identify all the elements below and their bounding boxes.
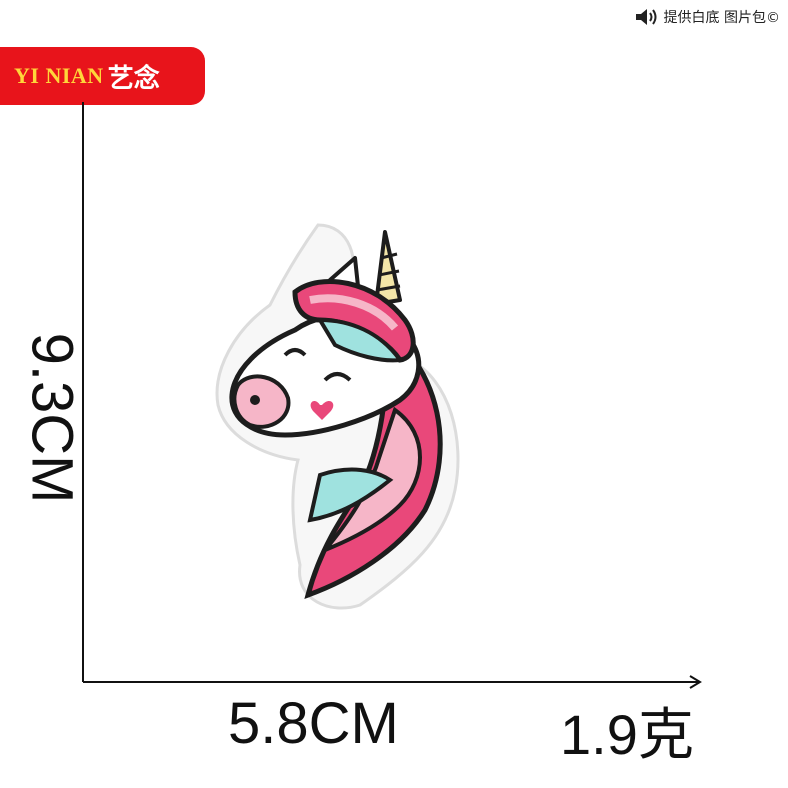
width-label: 5.8CM [228,691,399,756]
horn [374,230,402,306]
heart-cheek [310,401,334,420]
speaker-icon [635,9,657,25]
weight-label: 1.9克 [560,703,694,766]
watermark-text: 提供白底 图片包© [663,10,780,26]
unicorn-patch-image [215,223,460,610]
brand-chinese: 艺念 [107,63,160,94]
brand-logo: YI NIAN 艺念 [0,47,205,105]
height-label: 9.3CM [19,332,85,504]
muzzle [232,374,291,429]
axis-arrow-icon [689,675,702,689]
eye-left [283,348,307,357]
watermark: 提供白底 图片包© [634,6,780,28]
eye-right [323,372,352,382]
brand-latin: YI NIAN [14,63,104,88]
